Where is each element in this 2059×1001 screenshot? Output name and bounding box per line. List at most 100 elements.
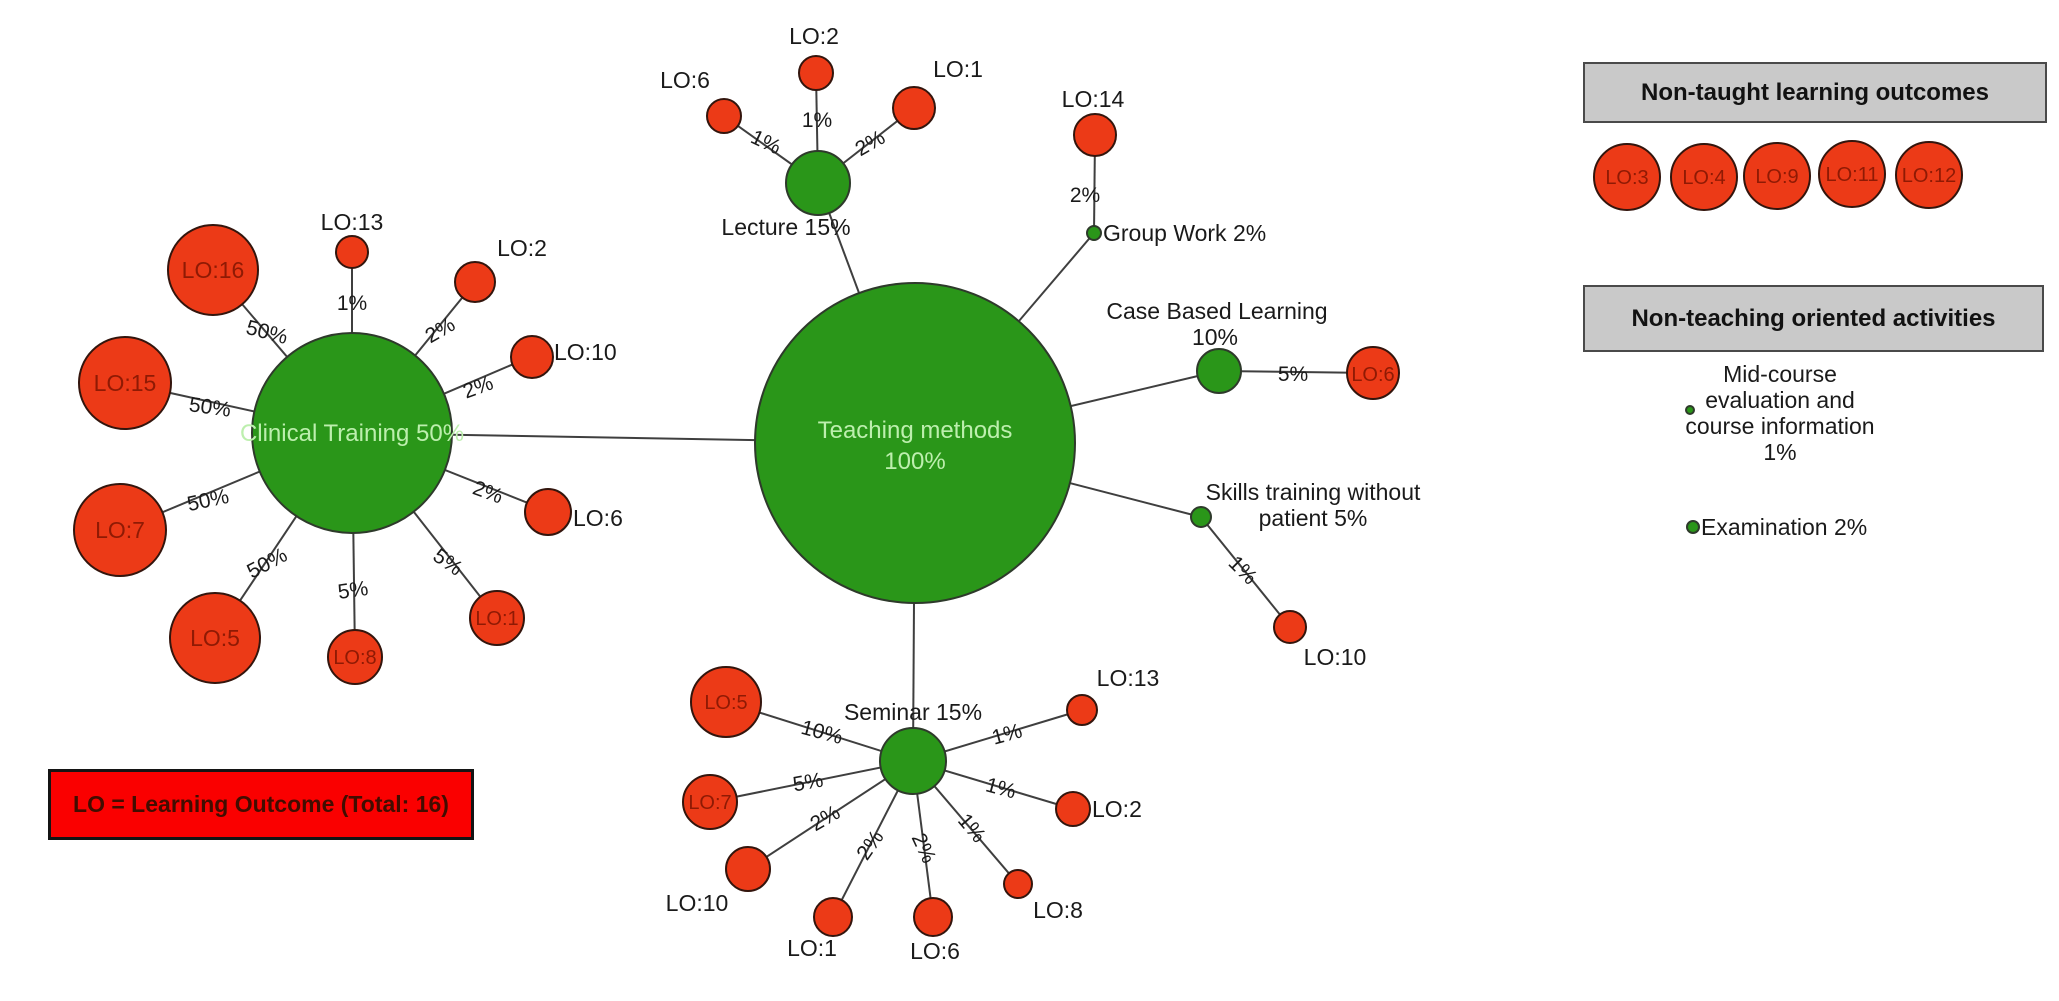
clinical-lo13-label: LO:13	[321, 209, 384, 235]
clinical-lo10-label: LO:10	[554, 339, 617, 365]
clinical-lo1-node	[469, 590, 525, 646]
lecture-lo1-node	[892, 86, 936, 130]
lecture-lo6-node	[706, 98, 742, 134]
seminar-label: Seminar 15%	[844, 699, 982, 725]
clinical-lo15-label: LO:15	[94, 370, 157, 396]
clinical-training-label: Clinical Training 50%	[240, 420, 464, 447]
pct-seminar-lo5: 10%	[799, 716, 846, 749]
nontaught-lo11-label: LO:11	[1826, 164, 1879, 186]
clinical-lo15-node	[78, 336, 172, 430]
pct-lecture-lo2: 1%	[802, 109, 832, 132]
pct-casebased-lo6: 5%	[1278, 363, 1308, 386]
pct-clinical-lo5: 50%	[243, 543, 291, 583]
skills-training-node	[1190, 506, 1212, 528]
pct-seminar-lo13: 1%	[989, 719, 1024, 749]
pct-seminar-lo2: 1%	[983, 773, 1018, 803]
seminar-lo5-node	[690, 666, 762, 738]
teaching-methods-node	[754, 282, 1076, 604]
case-based-learning-node	[1196, 348, 1242, 394]
lecture-label: Lecture 15%	[721, 214, 850, 240]
pct-seminar-lo1: 2%	[852, 826, 888, 864]
examination-dot	[1686, 520, 1700, 534]
case-based-label-line2: 10%	[1192, 324, 1238, 350]
seminar-lo7-node	[682, 774, 738, 830]
pct-clinical-lo13: 1%	[337, 292, 367, 315]
non-teaching-header: Non-teaching oriented activities	[1583, 285, 2044, 352]
pct-clinical-lo7: 50%	[185, 485, 231, 516]
seminar-lo10-node	[725, 846, 771, 892]
seminar-lo13-node	[1066, 694, 1098, 726]
nontaught-lo3-node	[1593, 143, 1661, 211]
non-taught-header: Non-taught learning outcomes	[1583, 62, 2047, 123]
teaching-methods-label-line2: 100%	[884, 448, 945, 475]
pct-clinical-lo8: 5%	[336, 577, 369, 604]
nontaught-lo9-label: LO:9	[1755, 166, 1798, 188]
clinical-lo8-node	[327, 629, 383, 685]
lecture-lo1-label: LO:1	[933, 56, 983, 82]
seminar-lo8-node	[1003, 869, 1033, 899]
nontaught-lo3-label: LO:3	[1605, 167, 1648, 189]
seminar-lo2-label: LO:2	[1092, 796, 1142, 822]
clinical-lo6-node	[524, 488, 572, 536]
groupwork-lo14-label: LO:14	[1062, 86, 1125, 112]
lecture-lo6-label: LO:6	[660, 67, 710, 93]
case-based-label-line1: Case Based Learning	[1106, 298, 1327, 324]
clinical-lo1-label: LO:1	[475, 608, 518, 630]
pct-clinical-lo6: 2%	[470, 476, 506, 508]
non-teaching-header-label: Non-teaching oriented activities	[1631, 304, 1996, 332]
seminar-lo6-label: LO:6	[910, 938, 960, 964]
mid-course-line1: Mid-course	[1723, 361, 1837, 387]
skills-lo10-node	[1273, 610, 1307, 644]
clinical-lo16-node	[167, 224, 259, 316]
lecture-node	[785, 150, 851, 216]
clinical-lo2-node	[454, 261, 496, 303]
nontaught-lo4-node	[1670, 143, 1738, 211]
mid-course-line4: 1%	[1763, 439, 1796, 465]
seminar-lo7-label: LO:7	[688, 792, 731, 814]
clinical-lo6-label: LO:6	[573, 505, 623, 531]
nontaught-lo9-node	[1743, 142, 1811, 210]
clinical-training-node	[251, 332, 453, 534]
nontaught-lo4-label: LO:4	[1682, 167, 1725, 189]
nontaught-lo11-node	[1818, 140, 1886, 208]
seminar-lo10-label: LO:10	[666, 890, 729, 916]
mid-course-line2: evaluation and	[1705, 387, 1855, 413]
pct-seminar-lo10: 2%	[806, 801, 844, 836]
skills-lo10-label: LO:10	[1304, 644, 1367, 670]
seminar-lo6-node	[913, 897, 953, 937]
groupwork-lo14-node	[1073, 113, 1117, 157]
pct-clinical-lo15: 50%	[188, 393, 233, 422]
skills-label-line2: patient 5%	[1259, 505, 1368, 531]
lo-legend-label: LO = Learning Outcome (Total: 16)	[73, 791, 449, 817]
teaching-methods-label-line1: Teaching methods	[818, 417, 1013, 444]
seminar-lo5-label: LO:5	[704, 692, 747, 714]
clinical-lo2-label: LO:2	[497, 235, 547, 261]
clinical-lo10-node	[510, 335, 554, 379]
seminar-lo8-label: LO:8	[1033, 897, 1083, 923]
casebased-lo6-node	[1346, 346, 1400, 400]
pct-seminar-lo7: 5%	[791, 769, 825, 797]
clinical-lo16-label: LO:16	[182, 257, 245, 283]
casebased-lo6-label: LO:6	[1351, 364, 1394, 386]
seminar-lo1-label: LO:1	[787, 935, 837, 961]
pct-groupwork-lo14: 2%	[1070, 184, 1100, 207]
seminar-lo13-label: LO:13	[1097, 665, 1160, 691]
pct-clinical-lo2: 2%	[421, 313, 459, 348]
pct-seminar-lo6: 2%	[907, 830, 941, 867]
group-work-node	[1086, 225, 1102, 241]
group-work-label: Group Work 2%	[1103, 220, 1266, 246]
mid-course-dot	[1685, 405, 1695, 415]
nontaught-lo12-label: LO:12	[1902, 165, 1956, 187]
clinical-lo7-label: LO:7	[95, 517, 145, 543]
clinical-lo7-node	[73, 483, 167, 577]
node-labels: Teaching methods 100% Clinical Training …	[94, 23, 1957, 964]
pct-clinical-lo16: 50%	[244, 316, 291, 349]
pct-clinical-lo10: 2%	[460, 371, 496, 403]
lo-legend-box: LO = Learning Outcome (Total: 16)	[48, 769, 474, 840]
non-taught-header-label: Non-taught learning outcomes	[1641, 78, 1989, 106]
lecture-lo2-node	[798, 55, 834, 91]
clinical-lo5-node	[169, 592, 261, 684]
seminar-lo2-node	[1055, 791, 1091, 827]
